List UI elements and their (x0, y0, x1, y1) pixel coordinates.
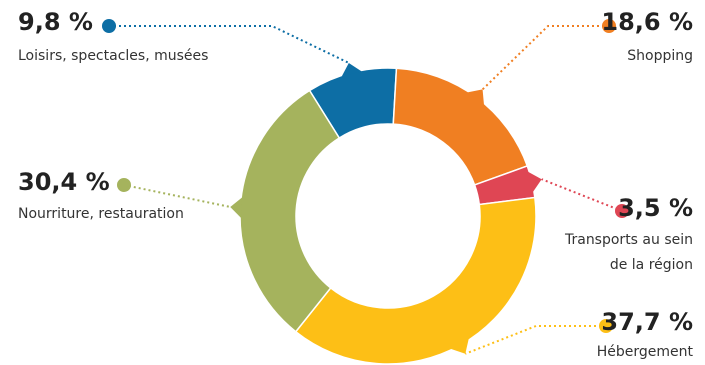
legend-dot-shopping (602, 19, 616, 33)
legend-dot-nourriture (117, 178, 131, 192)
slice-label-transports-line1: Transports au sein (564, 232, 693, 248)
slice-pointer-loisirs (341, 62, 362, 77)
legend-dot-loisirs (102, 19, 116, 33)
slice-label-hebergement: Hébergement (596, 344, 693, 360)
slice-hebergement (294, 196, 537, 365)
leader-lines (109, 25, 623, 355)
slice-pointer-hebergement (450, 338, 469, 354)
legend-markers (102, 19, 629, 333)
slice-label-transports-line2: de la région (609, 257, 693, 273)
slice-nourriture (239, 89, 341, 333)
slice-pointer-shopping (467, 89, 484, 105)
slice-label-nourriture: Nourriture, restauration (18, 206, 184, 222)
leader-line-nourriture (123, 184, 231, 208)
slice-label-loisirs: Loisirs, spectacles, musées (18, 48, 209, 64)
slice-pointer-nourriture (230, 197, 243, 218)
leader-line-transports (541, 178, 623, 212)
slice-value-nourriture: 30,4 % (18, 168, 110, 196)
leader-line-shopping (481, 25, 609, 91)
slice-value-hebergement: 37,7 % (601, 308, 693, 336)
slice-value-loisirs: 9,8 % (18, 8, 93, 36)
slice-value-shopping: 18,6 % (601, 8, 693, 36)
slice-shopping (392, 67, 529, 186)
slice-label-shopping: Shopping (627, 48, 693, 64)
slice-value-transports: 3,5 % (618, 194, 693, 222)
legend-dot-hebergement (599, 319, 613, 333)
legend-dot-transports (615, 204, 629, 218)
leader-line-hebergement (464, 325, 606, 355)
donut-slices (230, 62, 542, 365)
slice-pointer-transports (528, 171, 542, 192)
